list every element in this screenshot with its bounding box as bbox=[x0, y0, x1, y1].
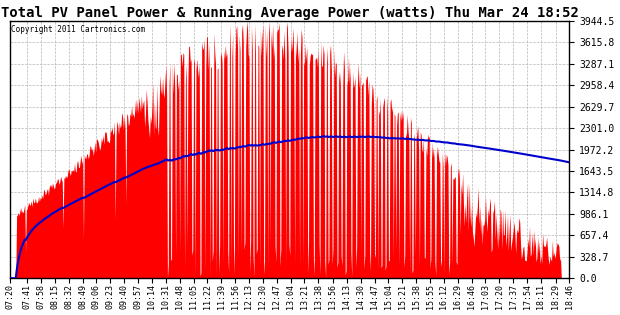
Text: Copyright 2011 Cartronics.com: Copyright 2011 Cartronics.com bbox=[11, 25, 145, 34]
Title: Total PV Panel Power & Running Average Power (watts) Thu Mar 24 18:52: Total PV Panel Power & Running Average P… bbox=[1, 6, 578, 20]
